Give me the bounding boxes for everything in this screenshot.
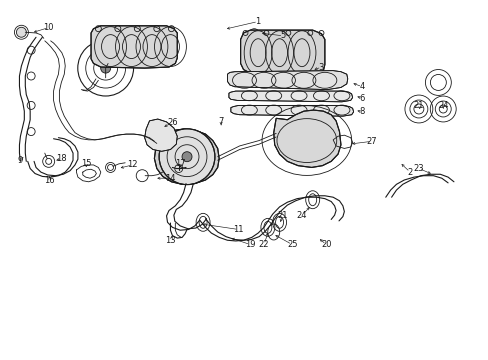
Polygon shape: [230, 105, 353, 116]
Circle shape: [182, 152, 192, 162]
Text: 5: 5: [280, 31, 285, 40]
Text: 15: 15: [81, 159, 91, 168]
Polygon shape: [240, 30, 324, 76]
Polygon shape: [154, 129, 219, 184]
Circle shape: [159, 129, 214, 185]
Text: 21: 21: [277, 211, 287, 220]
Text: 18: 18: [57, 154, 67, 163]
Circle shape: [101, 63, 110, 73]
Circle shape: [251, 31, 256, 36]
Text: 10: 10: [43, 23, 54, 32]
Polygon shape: [144, 119, 177, 151]
Text: 22: 22: [258, 240, 269, 249]
Text: 27: 27: [366, 137, 377, 146]
Polygon shape: [228, 91, 352, 102]
Text: 8: 8: [359, 107, 365, 116]
Text: 1: 1: [255, 17, 260, 26]
Text: 23: 23: [413, 164, 423, 173]
Text: 21: 21: [413, 101, 423, 110]
Text: 17: 17: [175, 159, 185, 168]
Text: 2: 2: [407, 168, 412, 177]
Text: 7: 7: [218, 117, 224, 126]
Text: 9: 9: [18, 156, 23, 165]
Text: 26: 26: [167, 118, 177, 127]
Text: 13: 13: [165, 236, 175, 245]
Text: 16: 16: [44, 176, 55, 185]
Polygon shape: [273, 110, 340, 167]
Text: 3: 3: [318, 63, 324, 72]
Text: 6: 6: [359, 94, 365, 103]
Text: 12: 12: [127, 161, 138, 170]
Polygon shape: [91, 26, 177, 68]
Polygon shape: [227, 71, 347, 90]
Text: 11: 11: [233, 225, 244, 234]
Text: 14: 14: [165, 174, 175, 183]
Text: 25: 25: [286, 240, 297, 249]
Text: 20: 20: [321, 240, 331, 249]
Text: 19: 19: [244, 240, 255, 249]
Text: 24: 24: [437, 101, 447, 110]
Polygon shape: [108, 28, 140, 58]
Text: 4: 4: [359, 82, 364, 91]
Text: 24: 24: [296, 211, 306, 220]
Circle shape: [17, 27, 26, 37]
